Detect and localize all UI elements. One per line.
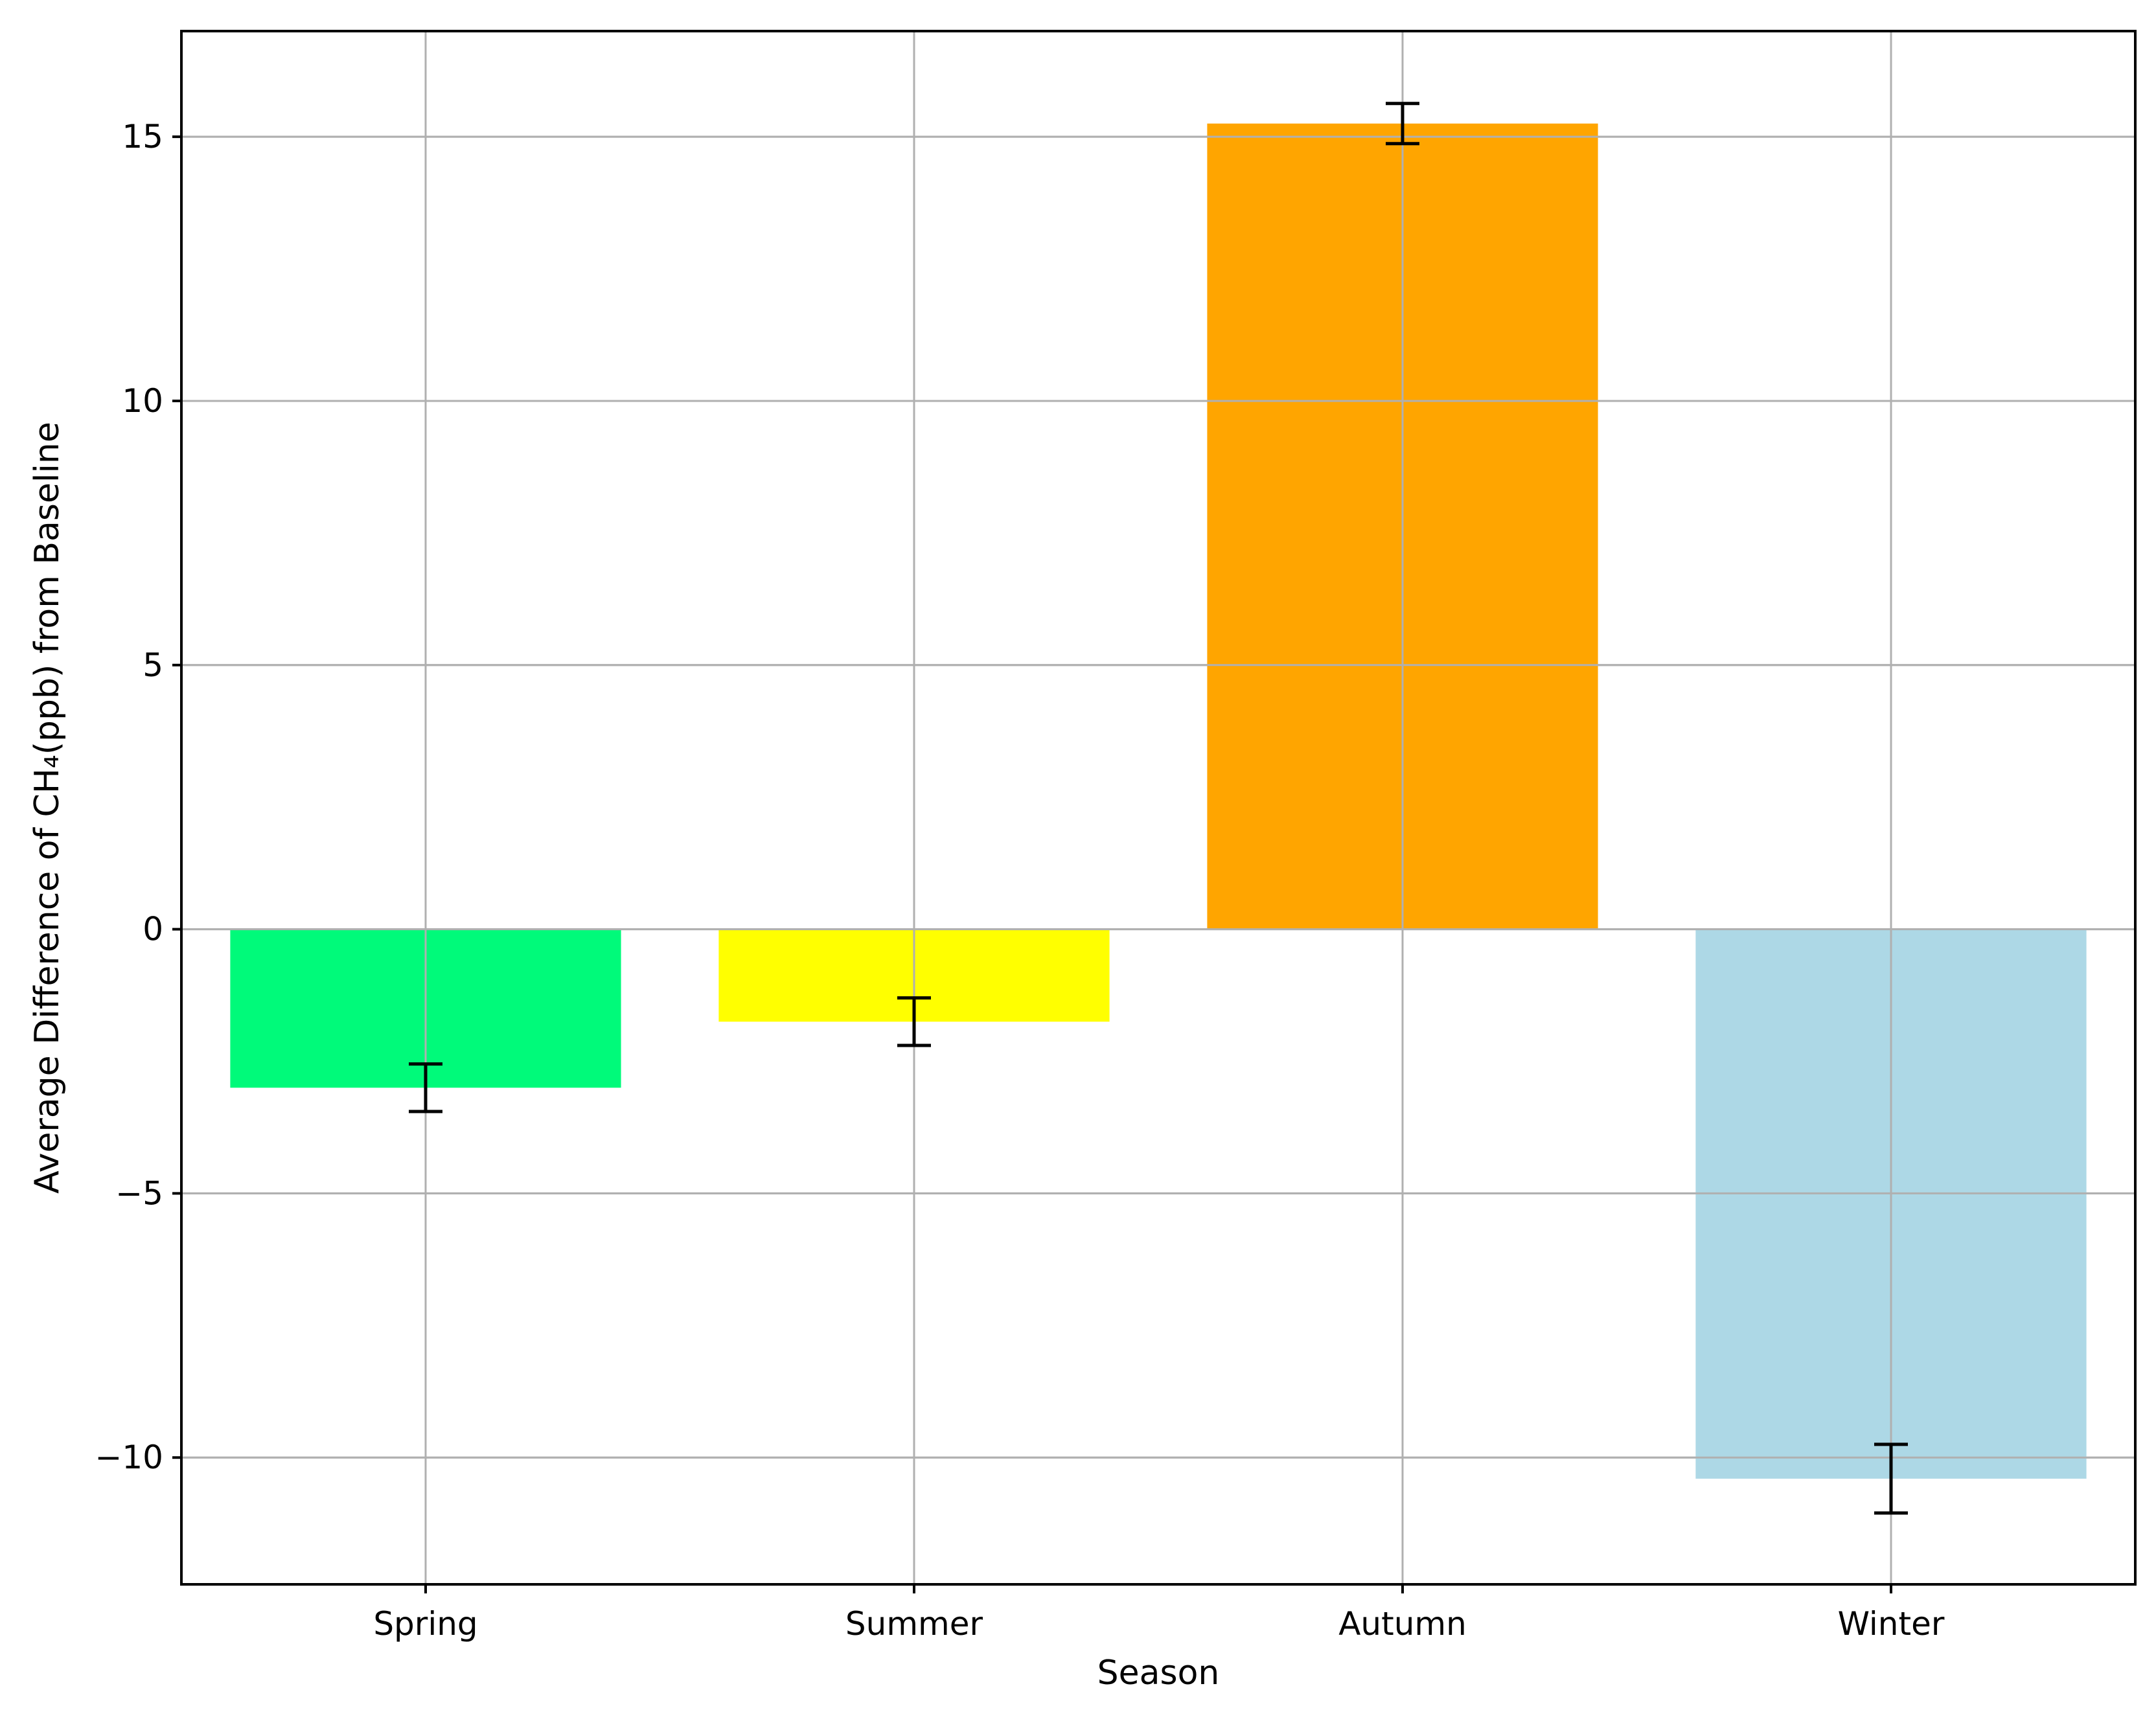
y-tick-label: 15 bbox=[122, 118, 163, 155]
y-tick-label: −5 bbox=[115, 1174, 163, 1212]
error-bar-winter bbox=[1874, 1442, 1908, 1515]
x-axis-label: Season bbox=[1097, 1654, 1220, 1693]
y-axis-ticks: −10 −5 0 5 10 15 bbox=[95, 118, 181, 1476]
y-tick-label: −10 bbox=[95, 1439, 163, 1476]
error-bar-spring bbox=[409, 1062, 442, 1113]
bars bbox=[230, 123, 2087, 1479]
error-bar-autumn bbox=[1386, 102, 1419, 146]
grid-overlay bbox=[181, 31, 2135, 1584]
x-axis-ticks: Spring Summer Autumn Winter bbox=[373, 1584, 1945, 1643]
y-tick-label: 5 bbox=[143, 646, 163, 684]
x-tick-label: Spring bbox=[373, 1605, 477, 1643]
x-tick-label: Summer bbox=[845, 1605, 983, 1643]
x-tick-label: Winter bbox=[1838, 1605, 1945, 1643]
x-tick-label: Autumn bbox=[1338, 1605, 1467, 1643]
y-tick-label: 10 bbox=[122, 382, 163, 420]
y-tick-label: 0 bbox=[143, 911, 163, 948]
error-bars bbox=[409, 102, 1908, 1515]
error-bar-summer bbox=[897, 996, 931, 1047]
y-axis-label: Average Difference of CH₄(ppb) from Base… bbox=[28, 422, 67, 1194]
plot-frame bbox=[180, 30, 2137, 1586]
